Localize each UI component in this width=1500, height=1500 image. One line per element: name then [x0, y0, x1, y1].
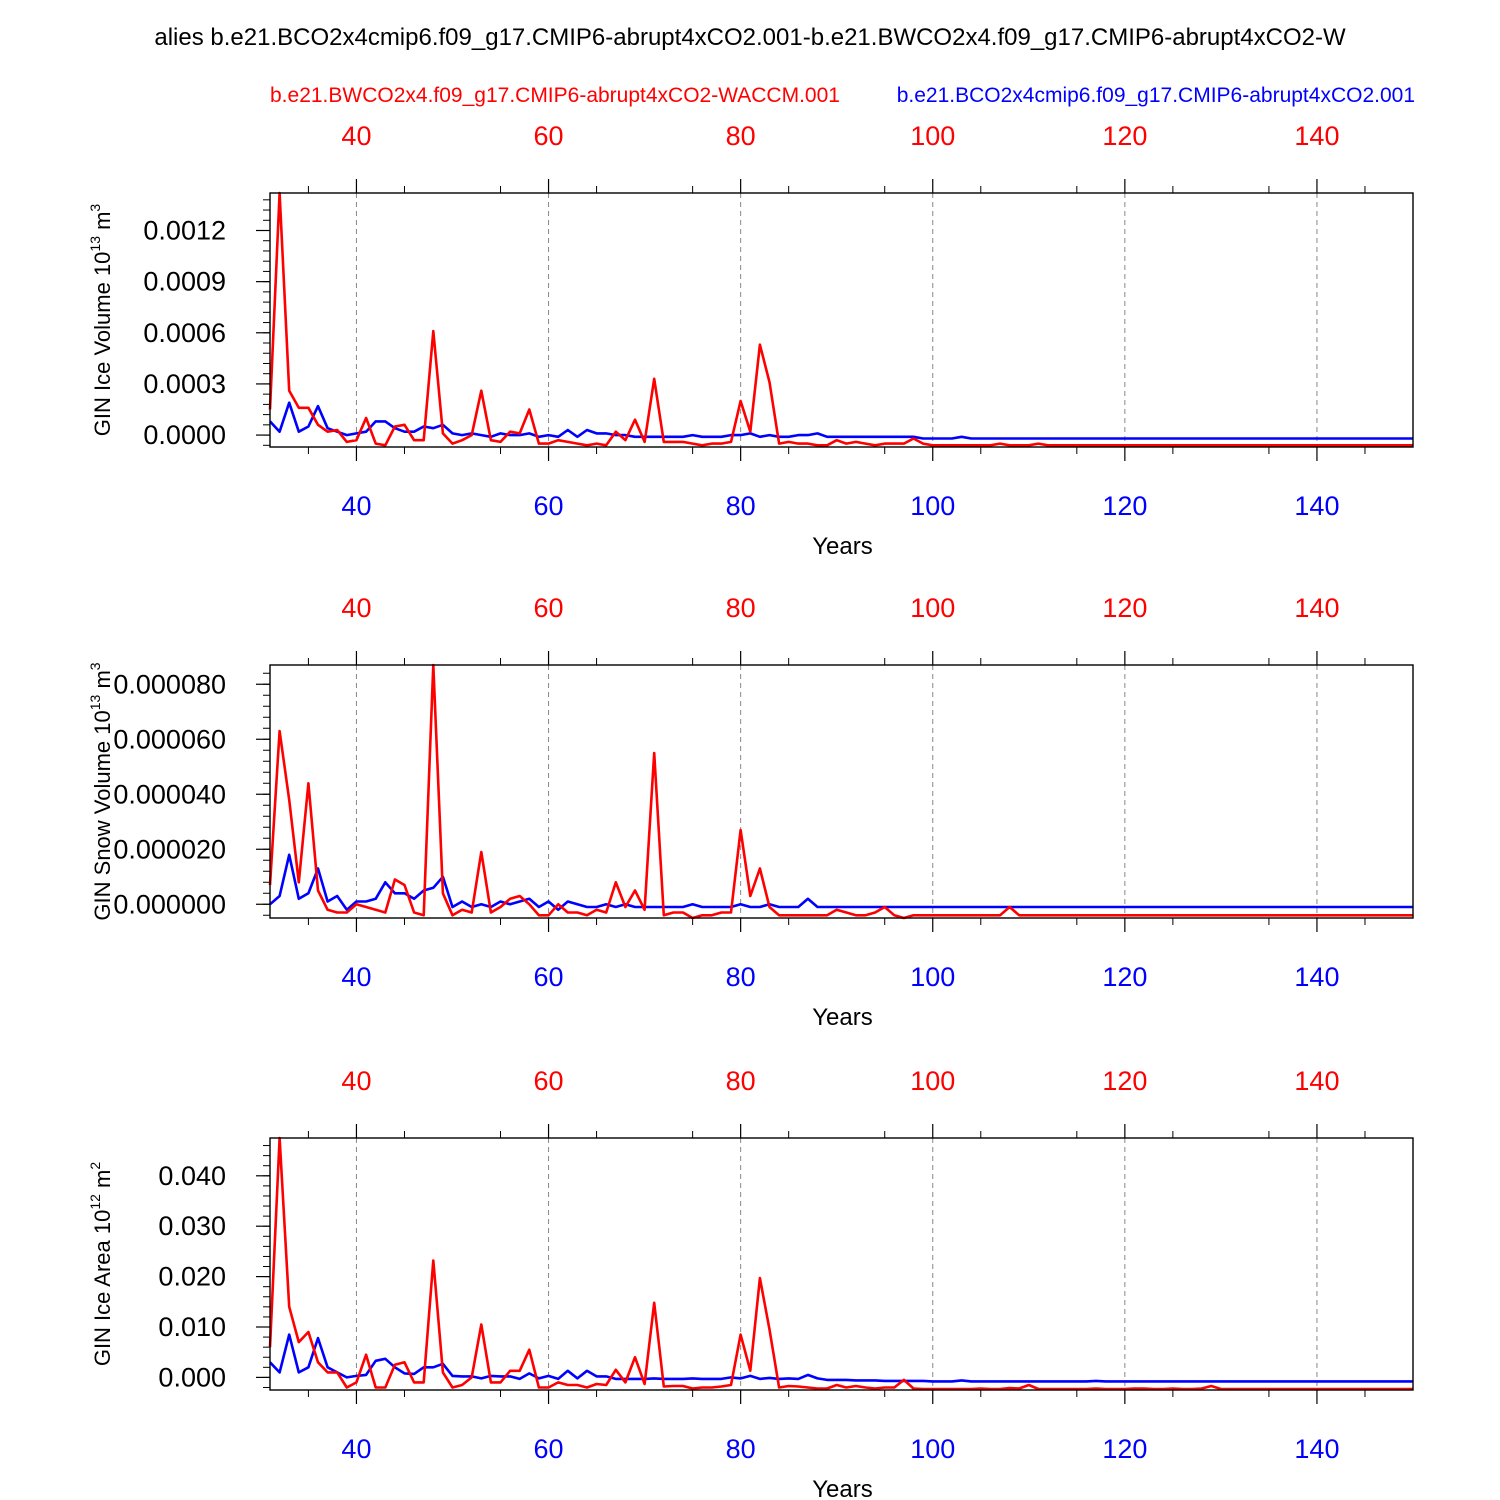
tick-label-y: 0.000	[158, 1362, 226, 1392]
tick-label-y: 0.0006	[143, 318, 226, 348]
tick-label-bottom: 40	[341, 1434, 371, 1464]
series-line-red	[268, 663, 1413, 920]
tick-label-bottom: 140	[1294, 491, 1339, 521]
tick-label-top: 80	[726, 1066, 756, 1096]
y-axis-label: GIN Ice Volume 1013 m3	[87, 204, 115, 437]
chart-panel-1: 40 40 60 60 80 80 100 100 120 120 140 140 0.0000 0.00…	[87, 121, 1414, 560]
x-axis-label: Years	[812, 1004, 873, 1031]
tick-label-y: 0.0012	[143, 216, 226, 246]
tick-label-bottom: 80	[726, 962, 756, 992]
tick-label-top: 120	[1102, 1066, 1147, 1096]
tick-label-bottom: 100	[910, 491, 955, 521]
tick-label-bottom: 80	[726, 491, 756, 521]
tick-label-y: 0.020	[158, 1262, 226, 1292]
legend-red-series: b.e21.BWCO2x4.f09_g17.CMIP6-abrupt4xCO2-…	[270, 84, 840, 107]
tick-label-top: 40	[341, 121, 371, 151]
tick-label-bottom: 140	[1294, 962, 1339, 992]
chart-panel-2: 40 40 60 60 80 80 100 100 120 120 140 140 0.000000 0.…	[87, 593, 1414, 1031]
tick-label-top: 40	[341, 593, 371, 623]
tick-label-y: 0.0000	[143, 420, 226, 450]
tick-label-top: 60	[534, 121, 564, 151]
tick-label-top: 80	[726, 121, 756, 151]
tick-label-y: 0.000000	[113, 889, 226, 919]
figure-title: alies b.e21.BCO2x4cmip6.f09_g17.CMIP6-ab…	[154, 24, 1346, 51]
plot-frame	[269, 192, 1414, 448]
tick-label-y: 0.000020	[113, 834, 226, 864]
tick-label-y: 0.000040	[113, 779, 226, 809]
chart-panel-3: 40 40 60 60 80 80 100 100 120 120 140 140 0.000 0.010…	[87, 1066, 1414, 1500]
plot-frame	[269, 1137, 1414, 1391]
tick-label-top: 140	[1294, 1066, 1339, 1096]
tick-label-top: 100	[910, 121, 955, 151]
tick-label-y: 0.0003	[143, 369, 226, 399]
tick-label-top: 100	[910, 1066, 955, 1096]
tick-label-bottom: 100	[910, 1434, 955, 1464]
tick-label-y: 0.010	[158, 1312, 226, 1342]
tick-label-bottom: 120	[1102, 962, 1147, 992]
y-axis-label: GIN Snow Volume 1013 m3	[87, 662, 115, 920]
y-axis-label: GIN Ice Area 1012 m2	[87, 1162, 115, 1367]
tick-label-bottom: 120	[1102, 1434, 1147, 1464]
tick-label-bottom: 40	[341, 962, 371, 992]
tick-label-bottom: 60	[534, 491, 564, 521]
tick-label-bottom: 60	[534, 962, 564, 992]
tick-label-y: 0.000080	[113, 669, 226, 699]
series-line-blue	[269, 401, 1413, 440]
series-line-blue	[269, 853, 1413, 912]
tick-label-bottom: 40	[341, 491, 371, 521]
tick-label-bottom: 140	[1294, 1434, 1339, 1464]
tick-label-top: 120	[1102, 121, 1147, 151]
tick-label-bottom: 80	[726, 1434, 756, 1464]
tick-label-top: 140	[1294, 593, 1339, 623]
tick-label-top: 120	[1102, 593, 1147, 623]
tick-label-bottom: 60	[534, 1434, 564, 1464]
tick-label-top: 140	[1294, 121, 1339, 151]
series-line-blue	[269, 1333, 1413, 1383]
series-line-red	[268, 191, 1413, 447]
legend-blue-series: b.e21.BCO2x4cmip6.f09_g17.CMIP6-abrupt4x…	[897, 84, 1415, 107]
tick-label-top: 60	[534, 1066, 564, 1096]
series-line-red	[268, 1136, 1413, 1391]
tick-label-y: 0.0009	[143, 267, 226, 297]
plot-frame	[269, 664, 1414, 919]
x-axis-label: Years	[812, 533, 873, 560]
tick-label-y: 0.030	[158, 1211, 226, 1241]
tick-label-bottom: 100	[910, 962, 955, 992]
chart-panels: 40 40 60 60 80 80 100 100 120 120 140 140 0.0000 0.00…	[87, 121, 1414, 1500]
tick-label-top: 40	[341, 1066, 371, 1096]
tick-label-top: 80	[726, 593, 756, 623]
tick-label-bottom: 120	[1102, 491, 1147, 521]
tick-label-top: 60	[534, 593, 564, 623]
tick-label-top: 100	[910, 593, 955, 623]
x-axis-label: Years	[812, 1476, 873, 1500]
tick-label-y: 0.000060	[113, 724, 226, 754]
tick-label-y: 0.040	[158, 1161, 226, 1191]
